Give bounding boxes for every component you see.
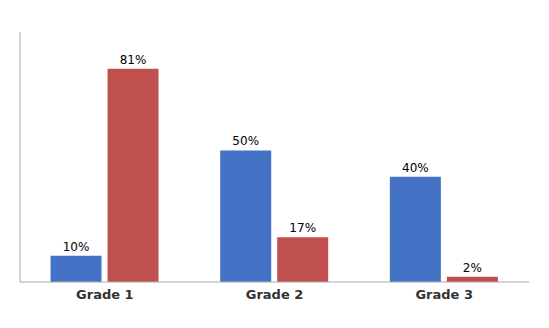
svg-text:Grade 2: Grade 2 (246, 287, 304, 302)
svg-text:Grade 3: Grade 3 (415, 287, 473, 302)
svg-text:50%: 50% (232, 134, 259, 148)
svg-text:81%: 81% (120, 53, 147, 67)
svg-text:17%: 17% (289, 221, 316, 235)
svg-text:10%: 10% (63, 240, 90, 254)
svg-text:40%: 40% (402, 161, 429, 175)
svg-text:2%: 2% (463, 261, 482, 275)
svg-text:Grade 1: Grade 1 (76, 287, 134, 302)
